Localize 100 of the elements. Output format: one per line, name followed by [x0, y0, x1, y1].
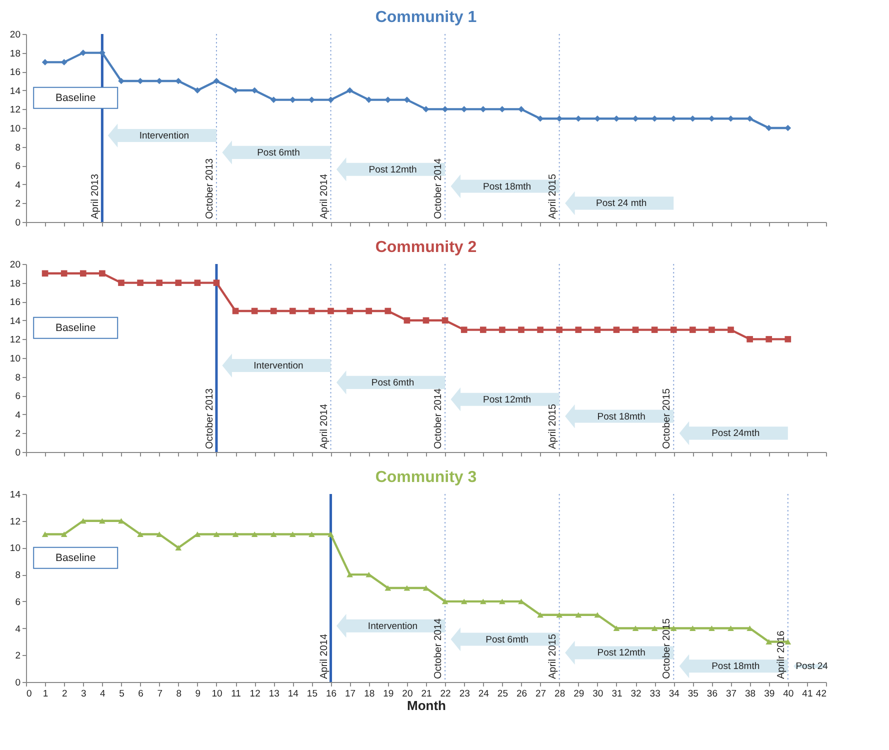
y-tick-label: 8 [15, 570, 20, 582]
chart-title: Community 1 [375, 9, 477, 26]
point [346, 308, 353, 314]
point [537, 612, 544, 618]
point [60, 270, 68, 277]
chart-title: Community 3 [375, 469, 477, 486]
point [708, 326, 715, 333]
x-tick-label: 39 [764, 688, 775, 700]
point [746, 336, 753, 342]
annotation: Intervention [368, 620, 418, 632]
point [480, 326, 486, 333]
point [422, 317, 430, 324]
x-tick-label: 31 [612, 688, 622, 700]
point [613, 626, 620, 632]
x-tick-label: 16 [326, 688, 337, 700]
annotation: Post 12mth [597, 648, 646, 659]
y-tick-label: 10 [10, 354, 20, 364]
point [366, 308, 372, 314]
ref-line-label: October 2013 [204, 158, 216, 219]
x-tick-label: 4 [100, 688, 106, 700]
x-tick-label: 23 [459, 688, 470, 700]
x-tick-label: 33 [650, 688, 660, 700]
ref-line-label: April 2014 [318, 174, 330, 219]
y-tick-label: 14 [10, 316, 20, 327]
y-tick-label: 12 [10, 104, 20, 116]
y-tick-label: 4 [15, 410, 20, 421]
point [728, 115, 734, 122]
point [194, 87, 201, 94]
point [442, 598, 448, 604]
x-tick-label: 5 [119, 688, 124, 700]
point [194, 280, 201, 286]
x-tick-label: 6 [138, 688, 144, 700]
x-axis-title: Month [407, 698, 446, 713]
point [251, 308, 258, 314]
point [156, 78, 162, 84]
x-tick-label: 40 [783, 688, 794, 700]
x-tick-label: 35 [688, 688, 698, 700]
x-tick-label: 20 [402, 688, 413, 700]
y-tick-label: 2 [15, 198, 20, 210]
y-tick-label: 20 [10, 260, 20, 270]
point [290, 308, 296, 314]
y-tick-label: 16 [10, 297, 20, 308]
point [404, 317, 410, 324]
point [232, 308, 239, 314]
point [556, 612, 562, 618]
y-tick-label: 0 [15, 678, 20, 688]
point [422, 585, 430, 591]
ref-line-label: October 2014 [433, 388, 444, 449]
ref-line-label: April 2015 [547, 634, 558, 679]
point [613, 115, 620, 122]
ref-line-label: October 2014 [433, 158, 444, 219]
point [232, 532, 239, 538]
x-tick-label: 13 [268, 688, 280, 700]
point [460, 326, 468, 333]
ref-line-label: October 2014 [433, 618, 444, 679]
x-tick-label: 42 [816, 688, 826, 700]
x-tick-label: 1 [42, 688, 48, 700]
point [270, 96, 277, 103]
point [384, 308, 392, 314]
annotation: Post 18mth [483, 181, 532, 192]
point [480, 106, 486, 112]
x-tick-label: 36 [706, 688, 718, 700]
point [632, 115, 639, 122]
point [60, 59, 68, 66]
point [156, 280, 162, 286]
point [251, 532, 258, 538]
chart-title: Community 2 [375, 239, 477, 256]
x-tick-label: 26 [516, 688, 528, 700]
x-tick-label: 17 [345, 688, 356, 700]
y-tick-label: 6 [15, 596, 20, 608]
x-tick-label: 2 [62, 688, 68, 700]
x-tick-label: 32 [630, 688, 642, 700]
point [137, 280, 144, 286]
x-tick-label: 10 [212, 688, 222, 700]
point [784, 336, 792, 342]
x-tick-label: 41 [802, 688, 813, 700]
point [175, 280, 182, 286]
x-tick-label: 34 [668, 688, 680, 700]
point [384, 96, 392, 103]
point [175, 78, 182, 84]
point [213, 78, 220, 84]
point [328, 532, 334, 538]
annotation: Baseline [55, 92, 96, 104]
ref-line-label: April 2014 [318, 404, 330, 449]
point [632, 326, 639, 333]
annotation: Intervention [139, 130, 190, 142]
x-tick-label: 0 [26, 688, 32, 700]
annotation: Baseline [55, 322, 96, 334]
y-tick-label: 18 [10, 278, 20, 290]
point [594, 115, 601, 122]
point [537, 326, 544, 333]
ref-line-label: April 2015 [547, 404, 558, 449]
y-tick-label: 4 [15, 624, 20, 635]
point [80, 270, 86, 277]
point [213, 280, 220, 286]
point [708, 626, 715, 632]
point [556, 115, 562, 122]
y-tick-label: 10 [10, 124, 20, 134]
annotation: Post 6mth [371, 377, 414, 388]
point [118, 280, 124, 286]
